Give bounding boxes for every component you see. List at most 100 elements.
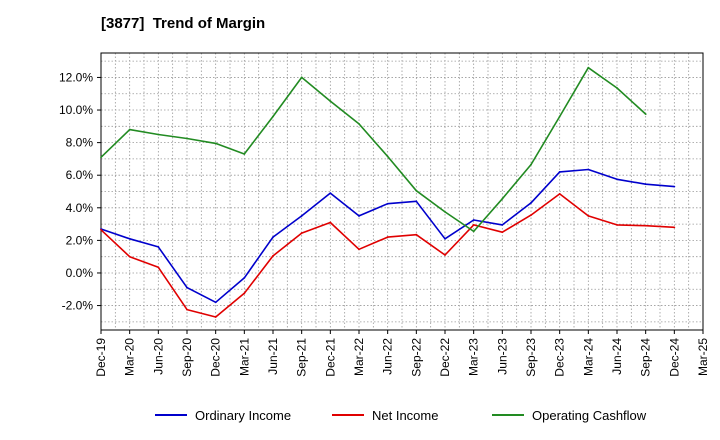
data-point	[558, 171, 561, 173]
data-point	[329, 100, 332, 102]
data-point	[644, 113, 647, 116]
x-tick-label: Sep-23	[524, 338, 538, 377]
data-point	[100, 156, 102, 159]
x-tick-label: Jun-23	[495, 338, 509, 375]
x-tick-label: Sep-24	[639, 338, 653, 377]
data-point	[358, 215, 360, 217]
x-tick-label: Mar-25	[696, 338, 710, 376]
data-point	[128, 237, 131, 240]
data-point	[530, 163, 532, 166]
data-point	[186, 308, 188, 311]
data-point	[501, 231, 504, 234]
legend-label: Net Income	[372, 408, 438, 423]
x-tick-label: Sep-20	[180, 338, 194, 377]
data-point	[386, 202, 389, 205]
data-point	[386, 155, 389, 158]
y-tick-label: 6.0%	[66, 168, 94, 182]
data-point	[329, 221, 332, 224]
x-tick-label: Mar-23	[467, 338, 481, 376]
data-point	[558, 193, 561, 195]
x-tick-label: Sep-21	[295, 338, 309, 377]
x-tick-label: Mar-20	[123, 338, 137, 376]
data-point	[530, 214, 532, 217]
data-point	[444, 254, 446, 256]
data-point	[386, 236, 389, 239]
grid-lines	[100, 53, 704, 330]
y-tick-label: 4.0%	[66, 201, 94, 215]
data-point	[673, 226, 676, 229]
data-point	[272, 254, 274, 257]
x-tick-label: Sep-22	[409, 338, 423, 377]
x-tick-label: Jun-21	[266, 338, 280, 375]
data-point	[673, 185, 676, 188]
y-tick-label: 12.0%	[59, 70, 93, 84]
data-point	[587, 66, 590, 69]
data-point	[128, 128, 131, 131]
x-tick-label: Mar-22	[352, 338, 366, 376]
data-point	[415, 233, 418, 236]
data-point	[472, 230, 475, 233]
data-point	[128, 255, 131, 258]
data-point	[644, 183, 647, 186]
data-point	[501, 224, 504, 226]
data-point	[616, 87, 618, 89]
data-point	[157, 133, 160, 136]
x-tick-label: Dec-20	[209, 338, 223, 377]
chart-title: [3877] Trend of Margin	[101, 15, 266, 32]
y-tick-label: 8.0%	[66, 136, 94, 150]
plot-frame	[100, 52, 704, 331]
x-tick-label: Dec-23	[553, 338, 567, 377]
legend-label: Ordinary Income	[195, 408, 291, 423]
data-point	[272, 115, 274, 118]
data-point	[300, 76, 303, 79]
legend: Ordinary Income Net Income Operating Cashf…	[155, 408, 647, 423]
axes: -2.0% 0.0% 2.0% 4.0% 6.0% 8.0% 10.0% 12.0% Dec-1…	[59, 52, 710, 377]
data-point	[329, 192, 332, 195]
data-point	[358, 122, 360, 125]
x-tick-label: Jun-22	[381, 338, 395, 375]
x-tick-label: Jun-24	[610, 338, 624, 375]
data-point	[300, 215, 303, 217]
x-tick-label: Dec-22	[438, 338, 452, 377]
data-point	[100, 228, 102, 231]
data-point	[300, 232, 303, 234]
data-point	[472, 219, 475, 221]
data-point	[444, 237, 446, 240]
data-point	[157, 266, 160, 269]
data-point	[472, 224, 475, 226]
data-point	[243, 292, 246, 295]
data-point	[214, 316, 217, 318]
x-tick-label: Mar-24	[581, 338, 595, 376]
data-point	[157, 246, 160, 248]
data-point	[501, 197, 504, 200]
data-point	[214, 301, 217, 304]
data-point	[587, 168, 590, 171]
data-point	[587, 215, 590, 217]
data-point	[530, 202, 532, 204]
data-point	[214, 142, 217, 145]
x-tick-label: Jun-20	[151, 338, 165, 375]
data-point	[243, 153, 246, 155]
data-point	[644, 224, 647, 227]
data-point	[415, 200, 418, 203]
data-point	[186, 286, 188, 289]
series-lines	[100, 66, 676, 318]
data-point	[272, 236, 274, 239]
x-tick-label: Mar-21	[237, 338, 251, 376]
y-tick-label: -2.0%	[62, 299, 94, 313]
data-point	[616, 224, 618, 226]
data-point	[444, 210, 446, 213]
data-point	[616, 178, 618, 181]
x-tick-label: Dec-24	[667, 338, 681, 377]
data-point	[243, 276, 246, 279]
data-point	[415, 189, 418, 192]
y-tick-label: 0.0%	[66, 266, 94, 280]
x-tick-label: Dec-19	[94, 338, 108, 377]
data-point	[558, 115, 561, 118]
y-tick-label: 10.0%	[59, 103, 93, 117]
y-tick-label: 2.0%	[66, 233, 94, 247]
series-line-operating-cashflow	[100, 66, 647, 233]
data-point	[358, 248, 360, 251]
x-tick-label: Dec-21	[323, 338, 337, 377]
